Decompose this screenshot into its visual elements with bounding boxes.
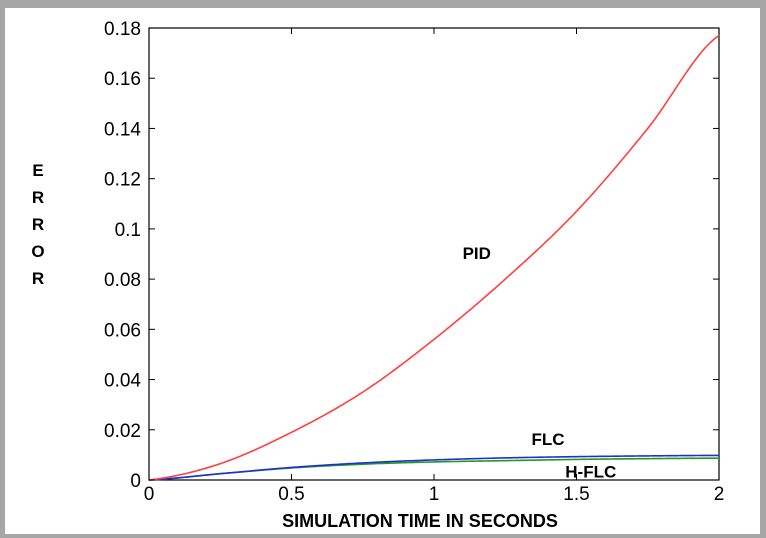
y-tick-label: 0.02 <box>104 421 141 442</box>
y-axis-title-letter: R <box>32 188 44 207</box>
x-tick-label: 0.5 <box>278 484 304 505</box>
axes: 0 0.5 1 1.5 2 0 0.02 0.04 0.06 0.08 0.1 0.12 0.14 0.1… <box>104 19 724 505</box>
x-tick-label: 2 <box>714 484 725 505</box>
x-axis-title: SIMULATION TIME IN SECONDS <box>282 511 558 531</box>
x-tick-label: 0 <box>144 484 155 505</box>
annotation-flc: FLC <box>531 430 564 449</box>
frame-border-right <box>760 0 766 538</box>
x-tick-label: 1 <box>429 484 440 505</box>
annotation-h-flc: H-FLC <box>565 462 616 481</box>
y-tick-label: 0.12 <box>104 170 141 191</box>
plot-area <box>148 27 720 481</box>
y-tick-label: 0.16 <box>104 69 141 90</box>
y-tick-label: 0.1 <box>115 220 141 241</box>
y-axis-title-letter: R <box>32 269 44 288</box>
annotation-pid: PID <box>463 244 491 263</box>
y-tick-label: 0.18 <box>104 19 141 40</box>
frame-border-left <box>0 0 5 538</box>
series-group <box>148 34 720 481</box>
frame-border-bottom <box>0 534 766 538</box>
y-tick-label: 0.14 <box>104 119 141 140</box>
y-tick-label: 0 <box>130 471 141 492</box>
y-axis-title-letter: O <box>31 242 44 261</box>
series-line-pid <box>148 34 720 481</box>
y-axis-title-letter: E <box>32 161 43 180</box>
y-tick-label: 0.06 <box>104 320 141 341</box>
plot-box <box>148 27 720 481</box>
series-line-flc <box>148 454 720 481</box>
y-tick-label: 0.04 <box>104 371 141 392</box>
y-axis-title-letter: R <box>32 215 44 234</box>
x-tick-label: 1.5 <box>563 484 589 505</box>
frame-border-top <box>0 0 766 8</box>
y-tick-label: 0.08 <box>104 270 141 291</box>
